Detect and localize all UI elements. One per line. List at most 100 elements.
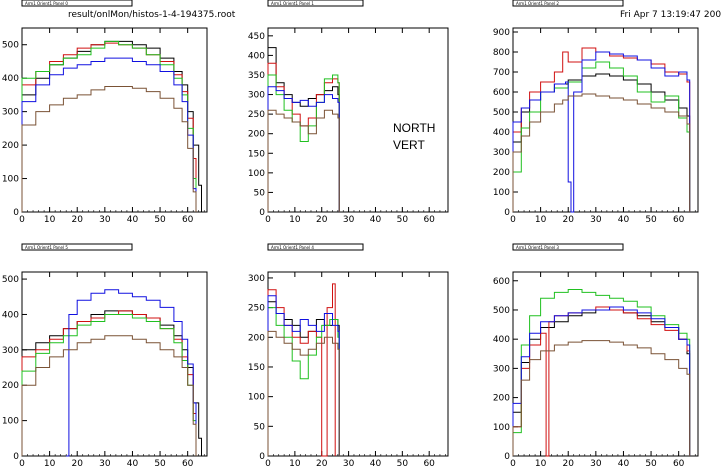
panel-title: Arm1 Orient1 Panel 2 <box>516 1 559 6</box>
x-tick-label: 20 <box>316 459 328 469</box>
x-tick-label: 30 <box>99 215 111 225</box>
y-tick-label: 0 <box>13 208 19 218</box>
panel-title: Arm1 Orient1 Panel 0 <box>25 1 68 6</box>
y-tick-label: 100 <box>248 169 265 179</box>
y-tick-label: 200 <box>2 141 19 151</box>
y-tick-label: 0 <box>259 452 265 462</box>
series-brown <box>21 86 197 212</box>
y-tick-label: 400 <box>493 128 510 138</box>
y-tick-label: 0 <box>259 208 265 218</box>
y-tick-label: 400 <box>493 335 510 345</box>
y-tick-label: 0 <box>13 452 19 462</box>
series-black <box>512 309 691 456</box>
series-black <box>512 73 691 212</box>
x-tick-label: 60 <box>423 215 435 225</box>
y-tick-label: 200 <box>493 168 510 178</box>
series-red <box>512 306 691 457</box>
x-tick-label: 50 <box>397 459 409 469</box>
panel-title-box <box>267 0 364 7</box>
series-blue <box>267 295 340 456</box>
y-tick-label: 200 <box>2 381 19 391</box>
x-tick-label: 60 <box>673 215 685 225</box>
series-red <box>21 42 197 212</box>
y-tick-label: 200 <box>248 130 265 140</box>
y-tick-label: 200 <box>248 333 265 343</box>
y-tick-label: 400 <box>248 51 265 61</box>
x-tick-label: 60 <box>423 459 435 469</box>
root-filename: result/onlMon/histos-1-4-194375.root <box>68 10 236 20</box>
y-tick-label: 0 <box>504 452 510 462</box>
y-tick-label: 100 <box>2 175 19 185</box>
series-blue <box>267 86 340 212</box>
y-tick-label: 600 <box>493 88 510 98</box>
series-blue <box>512 51 691 213</box>
y-tick-label: 300 <box>248 91 265 101</box>
x-tick-label: 50 <box>154 215 166 225</box>
panel-title: Arm1 Orient1 Panel 1 <box>271 1 314 6</box>
y-tick-label: 450 <box>248 32 265 42</box>
series-brown <box>267 109 340 212</box>
x-tick-label: 30 <box>99 459 111 469</box>
y-tick-label: 500 <box>493 108 510 118</box>
x-tick-label: 50 <box>154 459 166 469</box>
y-tick-label: 50 <box>254 188 266 198</box>
x-tick-label: 10 <box>44 215 56 225</box>
series-red <box>267 62 340 212</box>
x-tick-label: 40 <box>127 459 139 469</box>
panel-title-box <box>21 243 133 251</box>
x-tick-label: 30 <box>590 459 602 469</box>
overlay-north: NORTH <box>393 121 436 135</box>
series-red <box>21 310 197 456</box>
y-tick-label: 300 <box>493 148 510 158</box>
y-tick-label: 400 <box>2 74 19 84</box>
y-tick-label: 100 <box>493 423 510 433</box>
plot-frame <box>267 271 449 457</box>
x-tick-label: 20 <box>71 215 83 225</box>
x-tick-label: 40 <box>618 459 630 469</box>
series-black <box>21 40 202 212</box>
x-tick-label: 0 <box>265 215 271 225</box>
overlay-vert: VERT <box>393 138 425 152</box>
x-tick-label: 40 <box>370 459 382 469</box>
plot-frame <box>512 271 699 457</box>
series-green <box>512 61 691 212</box>
x-tick-label: 10 <box>289 215 301 225</box>
plot-frame <box>21 27 208 213</box>
series-blue <box>512 306 691 456</box>
series-black <box>21 310 202 456</box>
series-brown <box>21 335 197 456</box>
timestamp: Fri Apr 7 13:19:47 2006 <box>620 10 721 20</box>
panel-title-box <box>267 243 364 251</box>
x-tick-label: 20 <box>562 215 574 225</box>
x-tick-label: 30 <box>343 215 355 225</box>
y-tick-label: 300 <box>2 108 19 118</box>
y-tick-label: 300 <box>2 346 19 356</box>
y-tick-label: 250 <box>248 304 265 314</box>
series-black <box>267 47 340 212</box>
y-tick-label: 800 <box>493 48 510 58</box>
plot-frame <box>267 27 449 213</box>
y-tick-label: 400 <box>2 310 19 320</box>
y-tick-label: 500 <box>2 41 19 51</box>
series-red <box>267 283 336 457</box>
y-tick-label: 200 <box>493 394 510 404</box>
panel-title-box <box>512 0 624 7</box>
x-tick-label: 0 <box>19 459 25 469</box>
panel-title: Arm1 Orient1 Panel 5 <box>25 245 68 250</box>
x-tick-label: 0 <box>265 459 271 469</box>
y-tick-label: 100 <box>2 417 19 427</box>
x-tick-label: 10 <box>289 459 301 469</box>
y-tick-label: 50 <box>254 422 266 432</box>
panel-title: Arm1 Orient1 Panel 4 <box>271 245 314 250</box>
x-tick-label: 50 <box>645 459 657 469</box>
x-tick-label: 10 <box>535 215 547 225</box>
y-tick-label: 500 <box>493 306 510 316</box>
panel-title: Arm1 Orient1 Panel 3 <box>516 245 559 250</box>
y-tick-label: 250 <box>248 110 265 120</box>
y-tick-label: 500 <box>2 275 19 285</box>
x-tick-label: 60 <box>182 459 194 469</box>
y-tick-label: 100 <box>493 188 510 198</box>
x-tick-label: 50 <box>645 215 657 225</box>
x-tick-label: 40 <box>127 215 139 225</box>
y-tick-label: 300 <box>493 364 510 374</box>
